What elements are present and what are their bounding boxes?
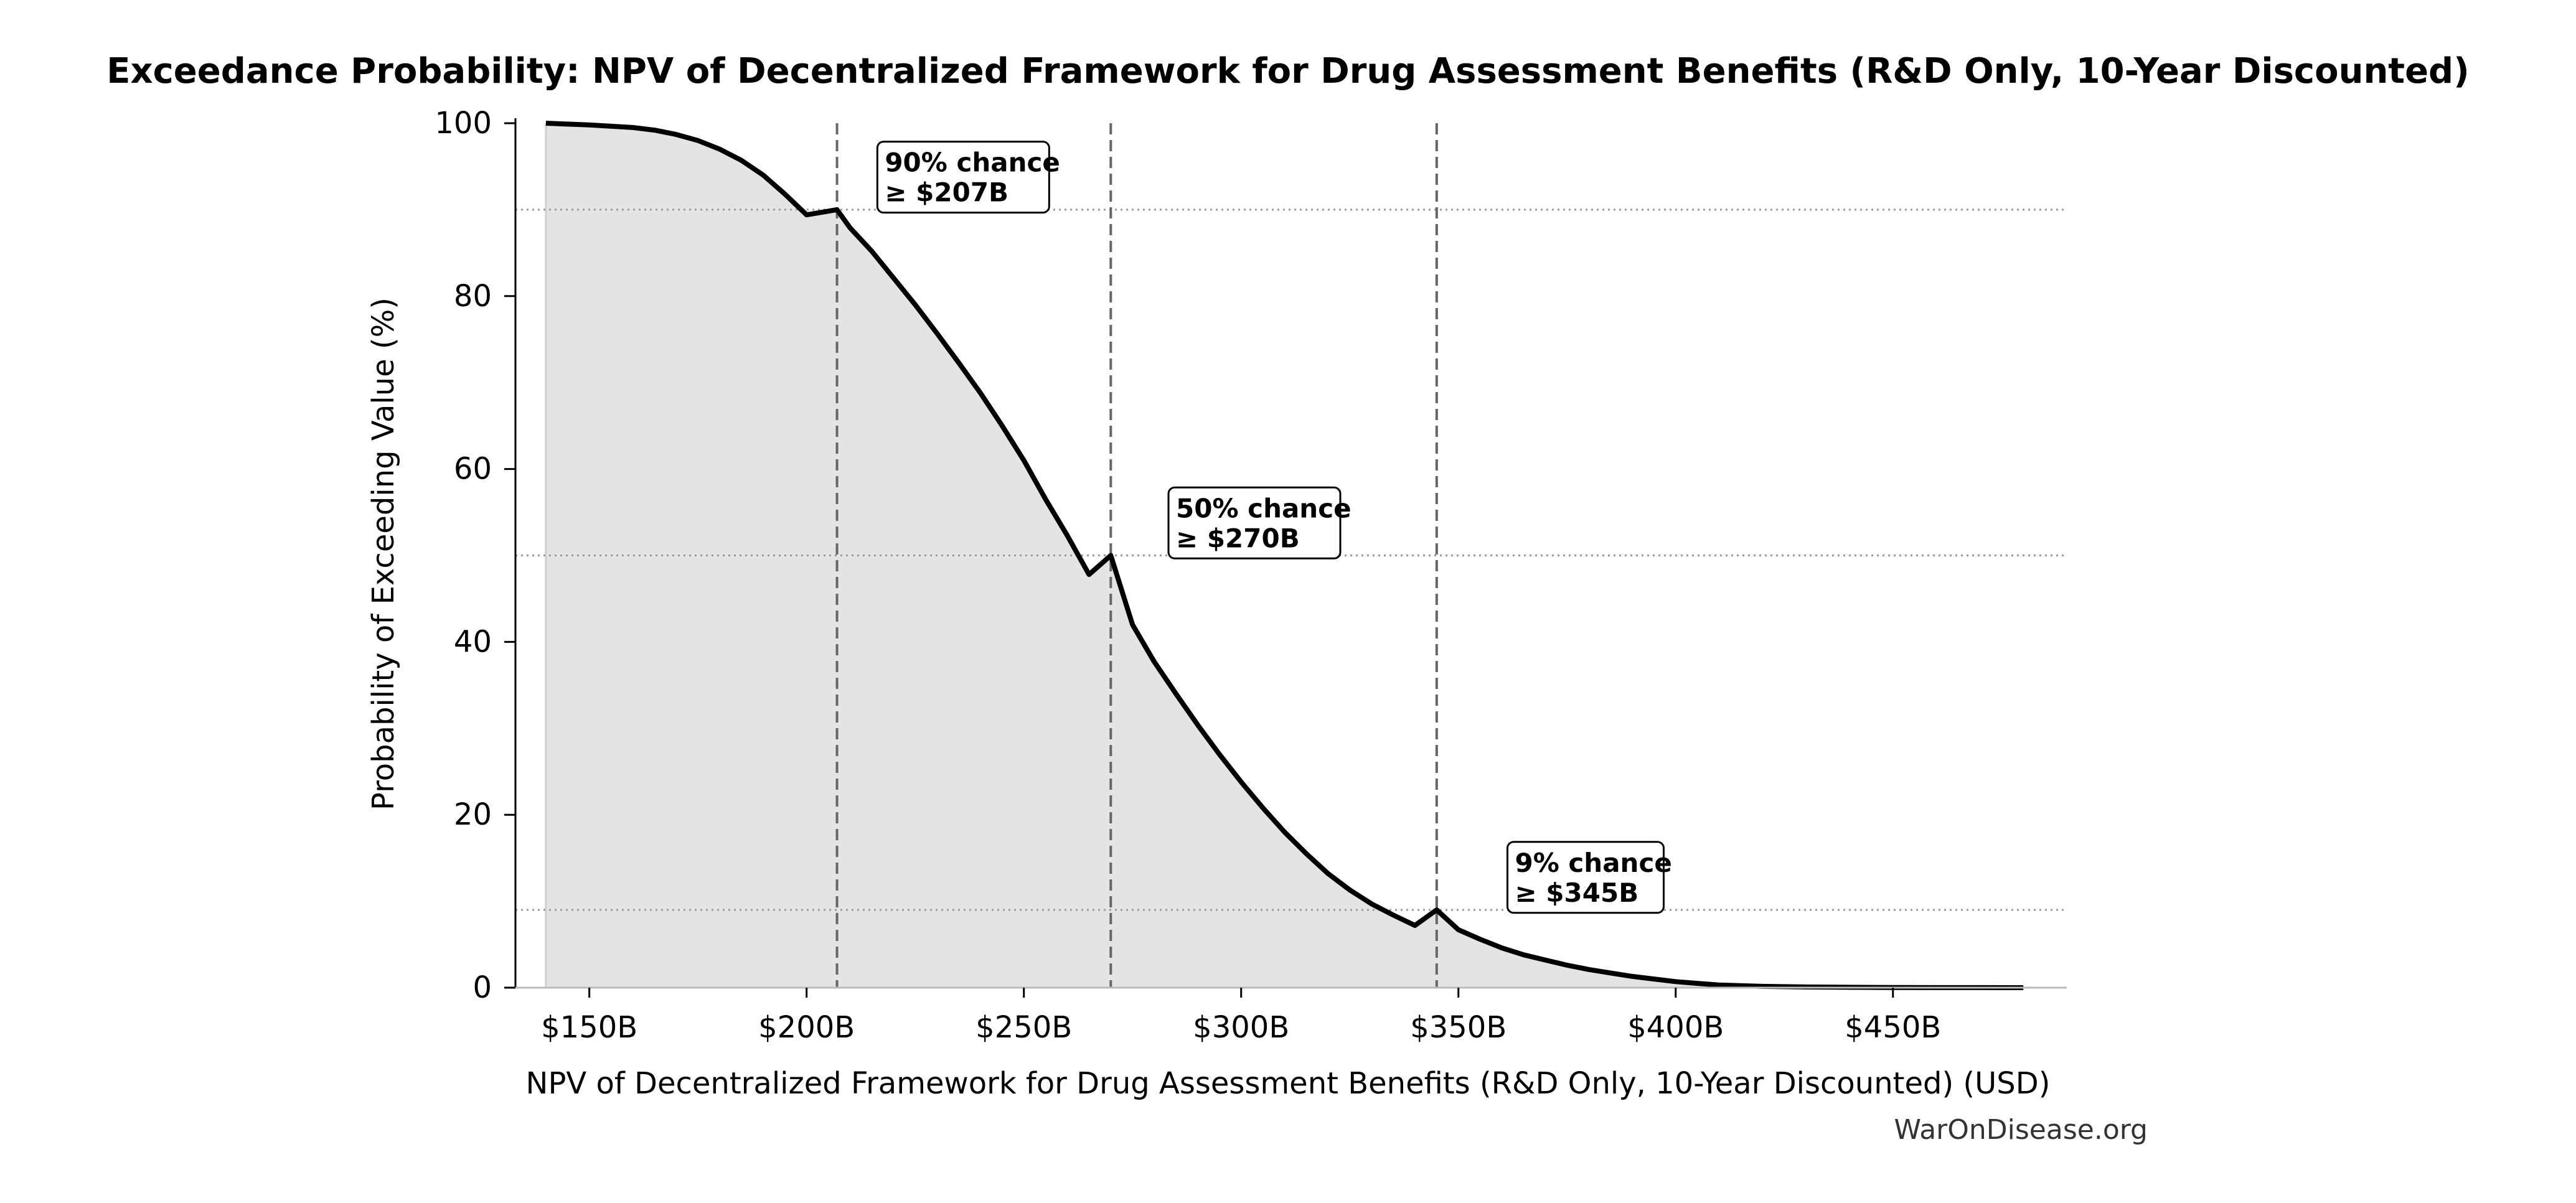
annotation-line1-0: 90% chance (885, 147, 1060, 178)
y-tick-label: 0 (472, 970, 492, 1005)
x-tick-label: $450B (1845, 1010, 1941, 1045)
annotation-box-1 (1167, 486, 1342, 559)
y-tick-label: 20 (454, 797, 492, 832)
y-tick-label: 60 (454, 452, 492, 487)
annotation-line2-0: ≥ $207B (885, 177, 1008, 208)
y-tick-label: 80 (454, 279, 492, 314)
annotation-line1-1: 50% chance (1176, 493, 1351, 523)
area-fill (545, 123, 2024, 988)
annotation-line2-2: ≥ $345B (1515, 878, 1638, 908)
y-tick-label: 40 (454, 624, 492, 659)
x-tick-label: $250B (975, 1010, 1072, 1045)
x-axis-label: NPV of Decentralized Framework for Drug … (526, 1066, 2051, 1101)
x-tick-label: $350B (1410, 1010, 1507, 1045)
plot-area: 0 20 40 60 80 100 $150B $200B $250B $300B $350B $40… (435, 106, 2067, 1045)
y-axis-label: Probability of Exceeding Value (%) (366, 297, 401, 810)
chart-title: Exceedance Probability: NPV of Decentral… (106, 51, 2470, 91)
watermark: WarOnDisease.org (1894, 1114, 2148, 1146)
x-tick-label: $400B (1627, 1010, 1724, 1045)
x-tick-label: $150B (541, 1010, 637, 1045)
x-tick-label: $300B (1193, 1010, 1289, 1045)
series-line (545, 121, 2024, 990)
y-tick-label: 100 (435, 106, 492, 141)
annotation-box-2 (1506, 841, 1665, 914)
annotation-line1-2: 9% chance (1515, 848, 1671, 878)
x-tick-label: $200B (758, 1010, 855, 1045)
annotation-line2-1: ≥ $270B (1176, 523, 1300, 553)
annotation-box-0 (876, 141, 1050, 214)
